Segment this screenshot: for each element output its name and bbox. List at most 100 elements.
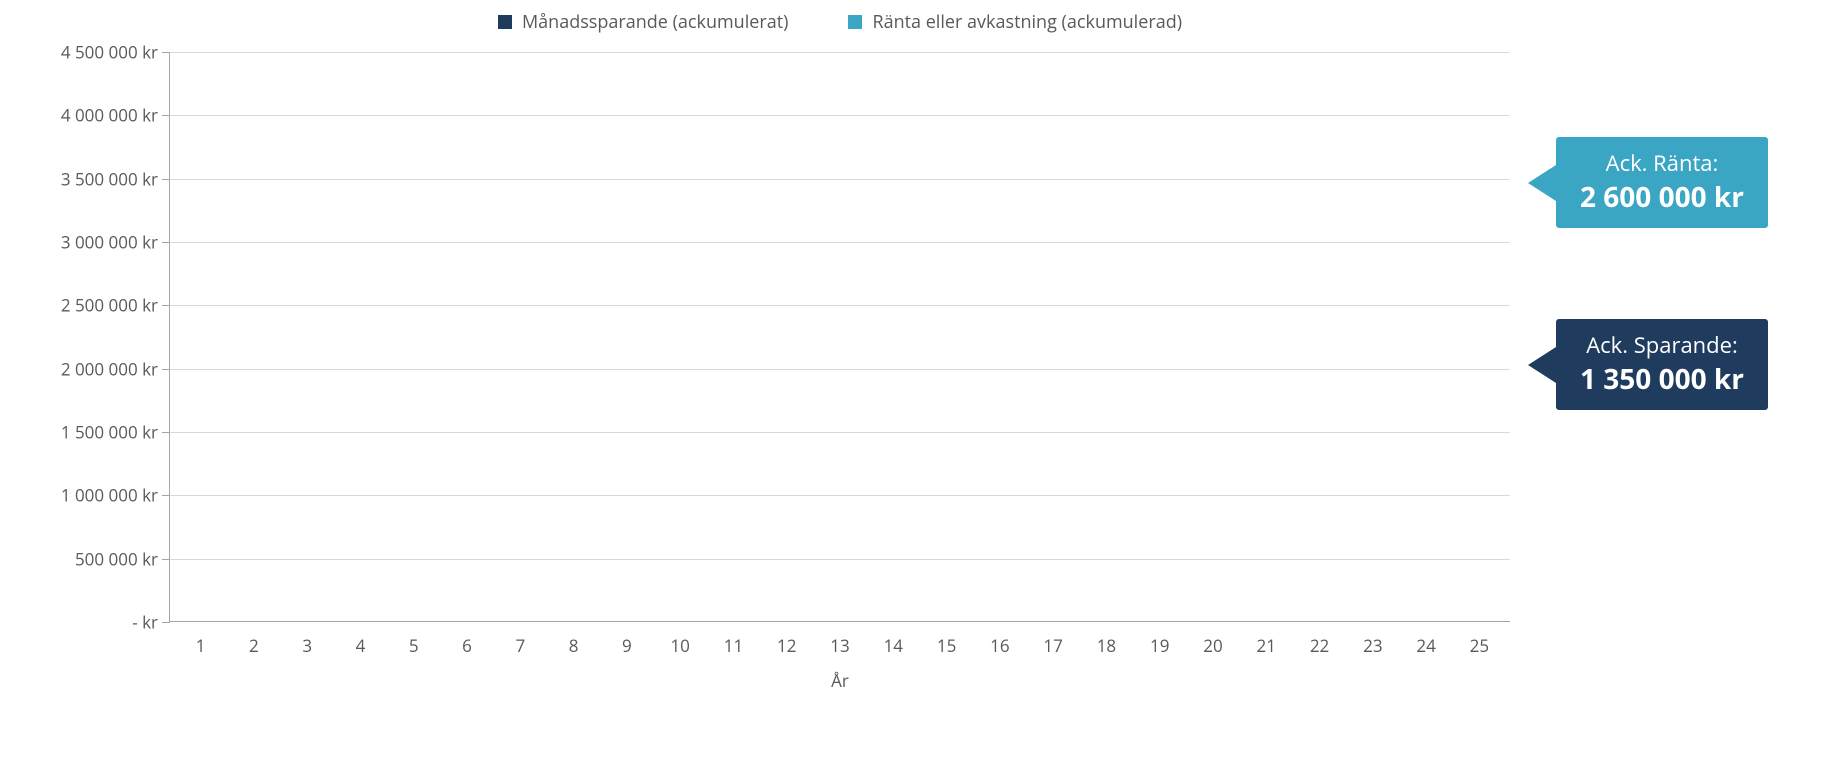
y-tick [162, 179, 170, 180]
y-axis-label: 4 500 000 kr [61, 41, 158, 64]
x-axis-label: 8 [547, 634, 600, 657]
y-tick [162, 242, 170, 243]
gridline [166, 52, 1510, 53]
bar-slot [440, 52, 493, 622]
y-tick [162, 559, 170, 560]
x-axis-label: 12 [760, 634, 813, 657]
y-tick [162, 432, 170, 433]
legend-item-savings: Månadssparande (ackumulerat) [498, 10, 788, 34]
gridline [166, 242, 1510, 243]
bar-slot [1133, 52, 1186, 622]
y-tick [162, 495, 170, 496]
bar-slot [281, 52, 334, 622]
y-tick [162, 52, 170, 53]
legend-item-interest: Ränta eller avkastning (ackumulerad) [848, 10, 1182, 34]
bar-slot [973, 52, 1026, 622]
bar-slot [707, 52, 760, 622]
callout-title: Ack. Sparande: [1580, 331, 1744, 361]
callout-value: 2 600 000 kr [1580, 179, 1744, 217]
bar-slot [227, 52, 280, 622]
bar-slot [387, 52, 440, 622]
x-axis-label: 16 [973, 634, 1026, 657]
bar-slot [174, 52, 227, 622]
bar-slot [1186, 52, 1239, 622]
gridline [166, 305, 1510, 306]
bar-slot [920, 52, 973, 622]
y-tick [162, 369, 170, 370]
legend-label: Ränta eller avkastning (ackumulerad) [872, 10, 1182, 34]
y-tick [162, 622, 170, 623]
savings-chart: Månadssparande (ackumulerat) Ränta eller… [30, 10, 1530, 750]
x-axis-label: 7 [494, 634, 547, 657]
y-axis-label: 1 000 000 kr [61, 484, 158, 507]
gridline [166, 432, 1510, 433]
chart-legend: Månadssparande (ackumulerat) Ränta eller… [30, 10, 1530, 34]
x-axis-label: 23 [1346, 634, 1399, 657]
y-axis-label: 500 000 kr [75, 547, 158, 570]
x-axis-label: 17 [1027, 634, 1080, 657]
x-axis-label: 1 [174, 634, 227, 657]
x-axis-label: 15 [920, 634, 973, 657]
x-axis-label: 13 [813, 634, 866, 657]
callout-savings: Ack. Sparande: 1 350 000 kr [1555, 318, 1769, 411]
y-axis-label: 2 000 000 kr [61, 357, 158, 380]
y-tick [162, 115, 170, 116]
callout-value: 1 350 000 kr [1580, 361, 1744, 399]
y-axis-label: 3 000 000 kr [61, 231, 158, 254]
bar-slot [1027, 52, 1080, 622]
x-axis-label: 14 [867, 634, 920, 657]
x-axis-title: År [30, 669, 1530, 692]
x-axis-line [169, 621, 1510, 622]
bar-slot [600, 52, 653, 622]
callout-interest: Ack. Ränta: 2 600 000 kr [1555, 136, 1769, 229]
bar-slot [1240, 52, 1293, 622]
gridline [166, 495, 1510, 496]
x-axis-label: 10 [654, 634, 707, 657]
y-axis-label: 2 500 000 kr [61, 294, 158, 317]
y-tick [162, 305, 170, 306]
gridline [166, 559, 1510, 560]
x-axis-label: 6 [440, 634, 493, 657]
bar-slot [547, 52, 600, 622]
x-axis-label: 18 [1080, 634, 1133, 657]
y-axis-label: 4 000 000 kr [61, 104, 158, 127]
y-axis-label: 1 500 000 kr [61, 421, 158, 444]
bar-slot [1346, 52, 1399, 622]
callout-pointer-icon [1528, 165, 1556, 201]
legend-label: Månadssparande (ackumulerat) [522, 10, 788, 34]
x-axis-label: 22 [1293, 634, 1346, 657]
bar-slot [1293, 52, 1346, 622]
x-axis-label: 20 [1186, 634, 1239, 657]
x-axis-label: 11 [707, 634, 760, 657]
bar-slot [867, 52, 920, 622]
x-axis-label: 4 [334, 634, 387, 657]
gridline [166, 369, 1510, 370]
bar-slot [813, 52, 866, 622]
callout-pointer-icon [1528, 347, 1556, 383]
gridline [166, 179, 1510, 180]
x-axis-label: 25 [1453, 634, 1506, 657]
bars-container [170, 52, 1510, 622]
plot-area: - kr500 000 kr1 000 000 kr1 500 000 kr2 … [170, 52, 1510, 622]
x-axis-labels: 1234567891011121314151617181920212223242… [170, 622, 1510, 657]
x-axis-label: 2 [227, 634, 280, 657]
x-axis-label: 24 [1399, 634, 1452, 657]
y-axis-label: 3 500 000 kr [61, 167, 158, 190]
gridline [166, 115, 1510, 116]
legend-swatch-savings [498, 15, 512, 29]
callout-title: Ack. Ränta: [1580, 149, 1744, 179]
legend-swatch-interest [848, 15, 862, 29]
x-axis-label: 21 [1240, 634, 1293, 657]
y-axis-label: - kr [132, 611, 158, 634]
x-axis-label: 19 [1133, 634, 1186, 657]
bar-slot [1453, 52, 1506, 622]
bar-slot [654, 52, 707, 622]
x-axis-label: 9 [600, 634, 653, 657]
bar-slot [1080, 52, 1133, 622]
x-axis-label: 5 [387, 634, 440, 657]
bar-slot [494, 52, 547, 622]
y-axis-line [169, 52, 170, 622]
x-axis-label: 3 [281, 634, 334, 657]
bar-slot [760, 52, 813, 622]
bar-slot [1399, 52, 1452, 622]
